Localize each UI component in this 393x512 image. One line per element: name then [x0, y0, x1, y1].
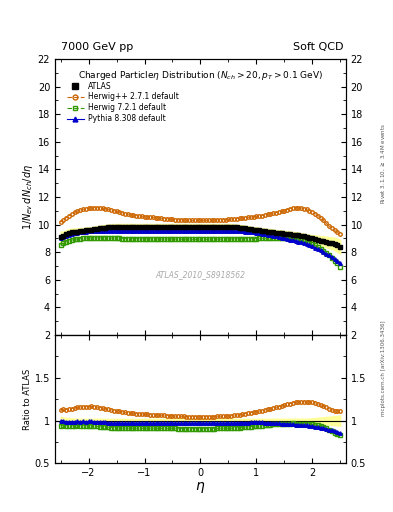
Text: Soft QCD: Soft QCD — [294, 42, 344, 52]
Text: mcplots.cern.ch [arXiv:1306.3436]: mcplots.cern.ch [arXiv:1306.3436] — [381, 321, 386, 416]
Text: 7000 GeV pp: 7000 GeV pp — [61, 42, 133, 52]
Legend: ATLAS, Herwig++ 2.7.1 default, Herwig 7.2.1 default, Pythia 8.308 default: ATLAS, Herwig++ 2.7.1 default, Herwig 7.… — [65, 79, 181, 125]
Y-axis label: Ratio to ATLAS: Ratio to ATLAS — [23, 369, 32, 430]
Text: ATLAS_2010_S8918562: ATLAS_2010_S8918562 — [155, 270, 246, 279]
Text: Rivet 3.1.10, $\geq$ 3.4M events: Rivet 3.1.10, $\geq$ 3.4M events — [379, 123, 387, 204]
X-axis label: $\eta$: $\eta$ — [195, 480, 206, 495]
Text: Charged Particle$\eta$ Distribution $(N_{ch} > 20, p_{T} > 0.1$ GeV$)$: Charged Particle$\eta$ Distribution $(N_… — [78, 69, 323, 81]
Y-axis label: $1/N_{ev}\,dN_{ch}/d\eta$: $1/N_{ev}\,dN_{ch}/d\eta$ — [21, 164, 35, 230]
